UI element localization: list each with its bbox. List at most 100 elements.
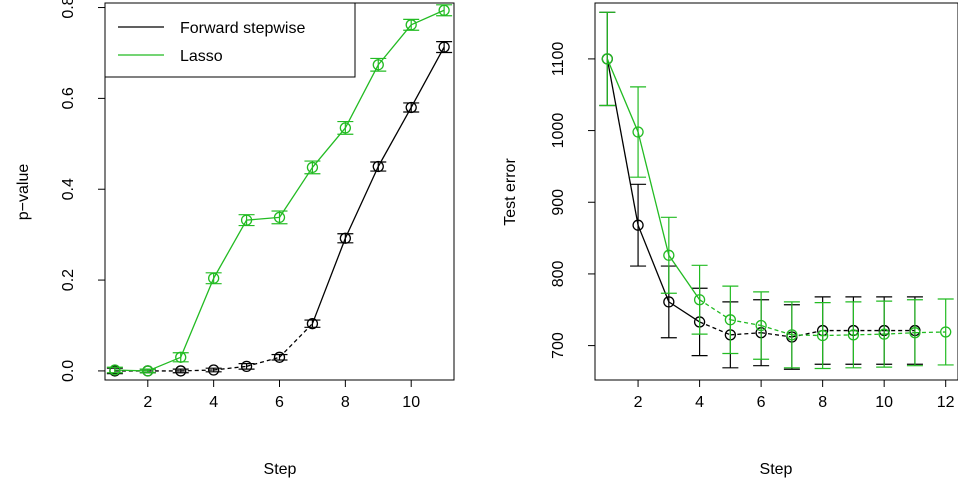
y-tick-label: 900 xyxy=(550,189,567,216)
lasso-line-segment xyxy=(822,334,854,337)
forward-stepwise-point xyxy=(306,318,319,330)
lasso-point xyxy=(306,161,319,174)
x-tick-label: 2 xyxy=(143,394,152,411)
forward-stepwise-line-segment xyxy=(668,301,700,323)
lasso-line-segment xyxy=(760,324,793,336)
forward-stepwise-line-segment xyxy=(730,332,762,336)
lasso-point xyxy=(405,19,417,31)
x-axis-label: Step xyxy=(264,461,297,478)
lasso-point xyxy=(786,329,798,341)
lasso-line-segment xyxy=(914,331,946,334)
lasso-point xyxy=(601,53,613,65)
forward-stepwise-line-segment xyxy=(180,369,214,372)
lasso-point xyxy=(339,122,351,134)
forward-stepwise-point xyxy=(273,351,286,363)
x-tick-label: 4 xyxy=(695,394,704,411)
y-tick-label: 0.0 xyxy=(60,360,77,382)
lasso-line-segment xyxy=(410,9,445,26)
lasso-point xyxy=(632,126,644,138)
x-axis: 2 4 6 8 10 xyxy=(143,379,420,411)
forward-stepwise-point xyxy=(663,296,675,308)
plot-frame xyxy=(594,2,958,381)
x-tick-label: 2 xyxy=(634,394,643,411)
lasso-line-segment xyxy=(213,219,248,279)
lasso-line-segment xyxy=(637,131,670,256)
forward-stepwise-point xyxy=(405,101,417,114)
lasso-point xyxy=(940,326,952,338)
y-tick-label: 0.4 xyxy=(60,178,77,200)
y-tick-label: 0.8 xyxy=(60,0,77,19)
forward-stepwise-line-segment xyxy=(279,323,313,358)
x-tick-label: 4 xyxy=(209,394,218,411)
y-tick-label: 800 xyxy=(550,260,567,287)
lasso-line-segment xyxy=(730,319,762,327)
lasso-point xyxy=(663,249,675,261)
legend-label-lasso: Lasso xyxy=(180,48,223,65)
x-tick-label: 6 xyxy=(275,394,284,411)
lasso-line-segment xyxy=(884,332,915,335)
forward-stepwise-line-segment xyxy=(246,356,280,368)
test-error-panel: 2 4 6 8 10 12 700 800 900 1000 1100 Step Test err… xyxy=(502,2,958,478)
x-tick-label: 10 xyxy=(402,394,420,411)
forward-stepwise-point xyxy=(175,365,187,377)
lasso-point xyxy=(755,319,767,332)
y-tick-label: 0.2 xyxy=(60,269,77,291)
lasso-line-segment xyxy=(344,64,379,129)
x-tick-label: 12 xyxy=(937,394,955,411)
lasso-line-segment xyxy=(668,254,701,301)
lasso-point xyxy=(109,364,121,376)
forward-stepwise-point xyxy=(240,360,253,373)
lasso-point xyxy=(816,329,829,342)
y-axis-label: p−value xyxy=(15,164,32,221)
x-axis: 2 4 6 8 10 12 xyxy=(634,379,955,411)
y-tick-label: 700 xyxy=(550,332,567,359)
lasso-line-segment xyxy=(180,278,215,358)
forward-stepwise-line-segment xyxy=(606,58,639,226)
y-tick-label: 1000 xyxy=(550,113,567,149)
y-axis: 700 800 900 1000 1100 xyxy=(550,42,596,359)
y-tick-label: 0.6 xyxy=(60,87,77,109)
lasso-point xyxy=(847,329,860,341)
y-tick-label: 1100 xyxy=(550,42,567,77)
y-axis: 0.0 0.2 0.4 0.6 0.8 xyxy=(60,0,106,382)
legend-box xyxy=(104,2,356,78)
forward-stepwise-point xyxy=(208,364,220,376)
lasso-line-segment xyxy=(699,299,731,321)
forward-stepwise-line-segment xyxy=(791,329,823,338)
forward-stepwise-line-segment xyxy=(377,107,412,167)
x-tick-label: 8 xyxy=(818,394,827,411)
forward-stepwise-line-segment xyxy=(410,46,445,108)
x-tick-label: 6 xyxy=(757,394,766,411)
lasso-line-segment xyxy=(791,334,823,337)
lasso-line-segment xyxy=(606,58,639,133)
lasso-point xyxy=(240,214,253,226)
lasso-point xyxy=(693,294,706,306)
lasso-point xyxy=(208,272,220,284)
y-axis-label: Test error xyxy=(502,158,519,226)
forward-stepwise-point xyxy=(372,160,384,173)
series-group xyxy=(599,11,954,370)
series-group xyxy=(106,4,453,377)
forward-stepwise-line-segment xyxy=(637,224,670,303)
x-axis-label: Step xyxy=(760,461,793,478)
lasso-point xyxy=(724,314,737,326)
forward-stepwise-point xyxy=(438,41,450,53)
lasso-point xyxy=(878,328,890,340)
forward-stepwise-line-segment xyxy=(761,332,792,338)
lasso-line-segment xyxy=(853,333,885,336)
lasso-point xyxy=(438,4,450,16)
forward-stepwise-line-segment xyxy=(311,238,346,324)
lasso-point xyxy=(909,327,921,339)
lasso-point xyxy=(372,59,384,71)
x-tick-label: 8 xyxy=(341,394,350,411)
lasso-point xyxy=(142,365,154,377)
forward-stepwise-point xyxy=(339,232,351,244)
forward-stepwise-point xyxy=(632,219,644,231)
forward-stepwise-line-segment xyxy=(699,321,731,336)
lasso-point xyxy=(175,351,187,363)
lasso-point xyxy=(273,211,286,224)
legend: Forward stepwise Lasso xyxy=(104,2,356,78)
legend-label-forward: Forward stepwise xyxy=(180,20,305,37)
forward-stepwise-line-segment xyxy=(344,166,379,239)
